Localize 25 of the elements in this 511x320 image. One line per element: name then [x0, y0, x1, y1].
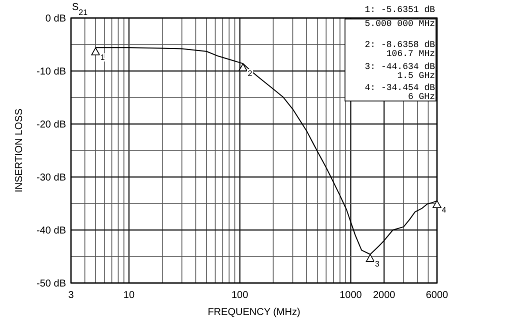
annotation: 6 GHz — [408, 92, 435, 102]
x-tick-label: 3 — [68, 290, 74, 301]
annotation: 3 — [375, 260, 380, 269]
x-tick-label: 100 — [232, 290, 249, 301]
y-tick-label: -20 dB — [36, 120, 66, 130]
y-tick-label: -30 dB — [36, 172, 66, 184]
annotation: 4: -34.454 dB — [364, 83, 436, 93]
chart-title: S$_{21}$ — [72, 2, 88, 16]
y-tick-label: -40 dB — [36, 226, 66, 236]
y-tick-label: 0 dB — [45, 14, 66, 24]
y-axis-title: INSERTION LOSS — [14, 108, 25, 192]
y-tick-label: -50 dB — [36, 278, 66, 290]
x-tick-label: 1000 — [340, 290, 362, 301]
x-tick-label: 6000 — [426, 290, 449, 301]
x-tick-label: 10 — [123, 290, 135, 301]
x-tick-label: 2000 — [372, 290, 396, 301]
annotation: 2: -8.6358 dB — [364, 40, 436, 50]
annotation: 1.5 GHz — [397, 71, 435, 81]
x-axis-title: FREQUENCY (MHz) — [208, 307, 300, 318]
annotation: 4 — [442, 206, 447, 215]
annotation: 106.7 MHz — [386, 49, 435, 59]
y-tick-label: -10 dB — [36, 66, 66, 78]
annotation: 3: -44.634 dB — [364, 62, 436, 72]
text: 1: -5.6351 dB — [364, 5, 436, 15]
annotation: 5.000 000 MHz — [364, 19, 435, 29]
